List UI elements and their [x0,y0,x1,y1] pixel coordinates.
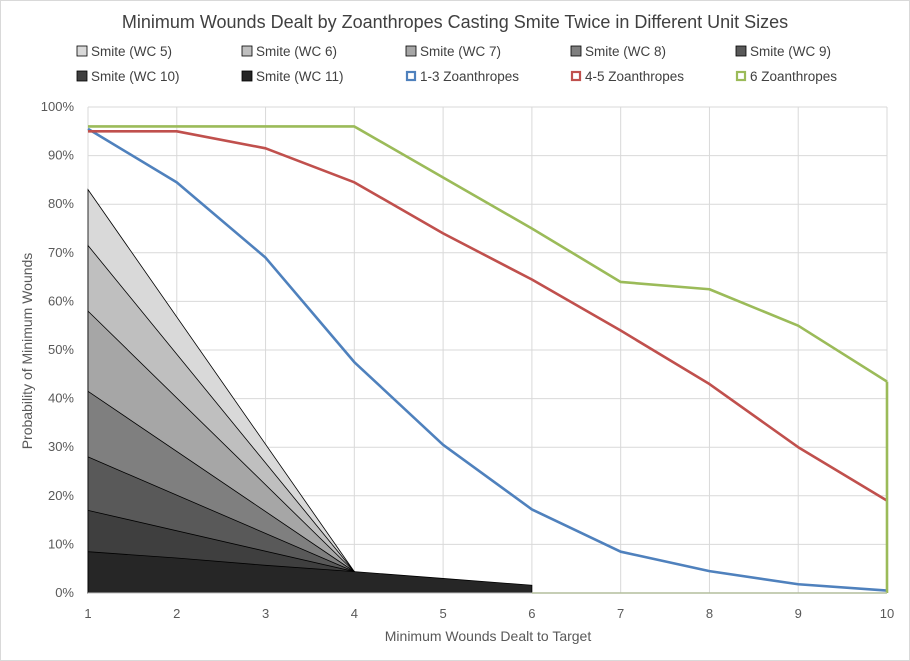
legend-label: Smite (WC 6) [256,44,337,59]
y-tick-label: 40% [48,391,74,406]
legend-swatch [241,45,253,57]
y-tick-label: 60% [48,293,74,308]
x-tick-label: 1 [84,606,91,621]
x-tick-label: 2 [173,606,180,621]
y-tick-label: 50% [48,342,74,357]
legend-label: Smite (WC 8) [585,44,666,59]
x-tick-label: 3 [262,606,269,621]
legend-swatch [76,45,88,57]
line-series-1 [87,127,888,592]
legend-swatch [570,70,582,82]
legend: Smite (WC 5) Smite (WC 6) Smite (WC 7) Smit… [76,44,837,84]
legend-swatch [570,45,582,57]
y-tick-label: 90% [48,148,74,163]
y-axis-title: Probability of Minimum Wounds [19,253,35,450]
x-axis-title: Minimum Wounds Dealt to Target [385,628,592,644]
legend-label: 6 Zoanthropes [750,69,837,84]
y-tick-label: 100% [41,99,75,114]
y-tick-label: 20% [48,488,74,503]
x-tick-label: 8 [706,606,713,621]
x-tick-label: 9 [795,606,802,621]
y-tick-label: 30% [48,439,74,454]
y-tick-label: 0% [55,585,74,600]
legend-swatch [735,70,747,82]
x-tick-label: 7 [617,606,624,621]
legend-label: Smite (WC 9) [750,44,831,59]
chart-title: Minimum Wounds Dealt by Zoanthropes Cast… [122,12,788,32]
x-tick-label: 6 [528,606,535,621]
y-tick-label: 70% [48,245,74,260]
line-series-2 [88,130,888,502]
line-series-group [87,125,889,594]
legend-label: 1-3 Zoanthropes [420,69,519,84]
legend-swatch [405,45,417,57]
legend-swatch [735,45,747,57]
legend-label: Smite (WC 10) [91,69,180,84]
line-series-3 [88,125,888,383]
legend-swatch [405,70,417,82]
x-tick-label: 10 [880,606,894,621]
legend-swatch [241,70,253,82]
x-tick-label: 5 [439,606,446,621]
legend-label: Smite (WC 11) [256,69,344,84]
legend-label: Smite (WC 5) [91,44,172,59]
axes: 0% 10% 20% 30% 40% 50% 60% 70% 80% 90% 100% 1 2 3 4 5 6 7… [41,99,894,621]
legend-label: Smite (WC 7) [420,44,501,59]
y-tick-label: 10% [48,536,74,551]
legend-label: 4-5 Zoanthropes [585,69,684,84]
legend-swatch [76,70,88,82]
y-tick-label: 80% [48,196,74,211]
area-series-group [87,188,533,594]
x-tick-label: 4 [351,606,358,621]
